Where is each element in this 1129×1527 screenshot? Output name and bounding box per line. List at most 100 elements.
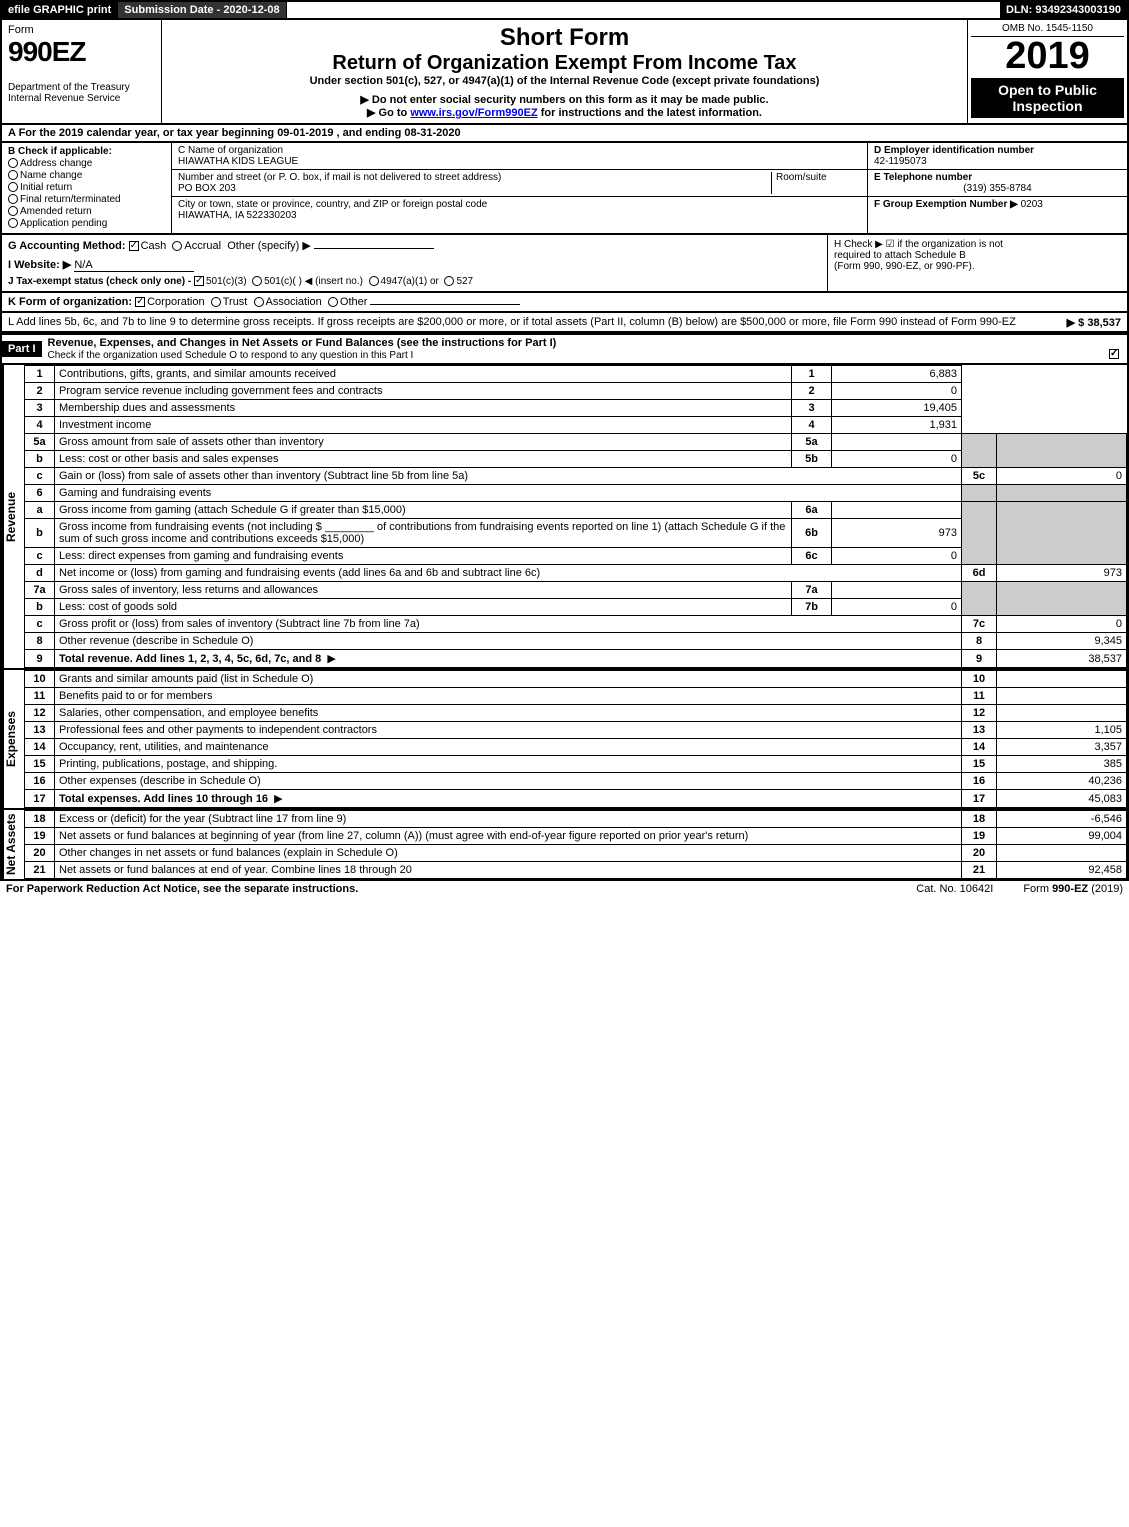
line-5a: 5aGross amount from sale of assets other… <box>25 434 1127 451</box>
line-9: 9Total revenue. Add lines 1, 2, 3, 4, 5c… <box>25 650 1127 668</box>
line-6d: dNet income or (loss) from gaming and fu… <box>25 565 1127 582</box>
other-label: Other (specify) ▶ <box>227 240 311 252</box>
chk-corporation[interactable] <box>135 297 145 307</box>
chk-final-return[interactable]: Final return/terminated <box>8 194 165 205</box>
spacer <box>287 2 1000 18</box>
l-text: L Add lines 5b, 6c, and 7b to line 9 to … <box>8 316 1016 328</box>
section-c-org-info: C Name of organization HIAWATHA KIDS LEA… <box>172 143 867 233</box>
form-header: Form 990EZ Department of the Treasury In… <box>0 20 1129 125</box>
f-group-label: F Group Exemption Number ▶ <box>874 199 1018 210</box>
form-id-block: Form 990EZ Department of the Treasury In… <box>2 20 162 123</box>
d-ein-value: 42-1195073 <box>874 156 1121 167</box>
accrual-label: Accrual <box>184 240 221 252</box>
cash-label: Cash <box>141 240 167 252</box>
line-5c: cGain or (loss) from sale of assets othe… <box>25 468 1127 485</box>
part-1-label: Part I <box>2 341 42 357</box>
chk-amended-return[interactable]: Amended return <box>8 206 165 217</box>
k-other: Other <box>340 296 368 308</box>
j-label: J Tax-exempt status (check only one) - <box>8 276 191 287</box>
net-assets-section: Net Assets 18Excess or (deficit) for the… <box>0 808 1129 881</box>
chk-name-change[interactable]: Name change <box>8 170 165 181</box>
irs-name: Internal Revenue Service <box>8 93 155 104</box>
expenses-side-label: Expenses <box>2 670 24 808</box>
line-6: 6Gaming and fundraising events <box>25 485 1127 502</box>
department: Department of the Treasury <box>8 82 155 93</box>
line-4: 4Investment income41,931 <box>25 417 1127 434</box>
org-name: HIAWATHA KIDS LEAGUE <box>178 156 861 167</box>
footer-cat: Cat. No. 10642I <box>916 883 993 895</box>
chk-schedule-o[interactable] <box>1109 349 1119 359</box>
irs-link[interactable]: www.irs.gov/Form990EZ <box>410 107 537 119</box>
g-accounting: G Accounting Method: Cash Accrual Other … <box>2 235 827 291</box>
chk-address-change[interactable]: Address change <box>8 158 165 169</box>
top-bar: efile GRAPHIC print Submission Date - 20… <box>0 0 1129 20</box>
city-value: HIAWATHA, IA 522330203 <box>178 210 861 221</box>
line-12: 12Salaries, other compensation, and empl… <box>25 705 1127 722</box>
footer-right: Form 990-EZ (2019) <box>1023 883 1123 895</box>
revenue-side-label: Revenue <box>2 365 24 668</box>
section-b-checkboxes: B Check if applicable: Address change Na… <box>2 143 172 233</box>
entity-info-grid: B Check if applicable: Address change Na… <box>0 143 1129 235</box>
room-suite-label: Room/suite <box>771 172 861 194</box>
line-13: 13Professional fees and other payments t… <box>25 722 1127 739</box>
net-assets-table: 18Excess or (deficit) for the year (Subt… <box>24 810 1127 879</box>
efile-badge: efile GRAPHIC print <box>2 2 118 18</box>
street-value: PO BOX 203 <box>178 183 771 194</box>
b-title: B Check if applicable: <box>8 146 165 157</box>
chk-cash[interactable] <box>129 241 139 251</box>
goto-pre: ▶ Go to <box>367 107 410 119</box>
chk-527[interactable] <box>444 276 454 286</box>
e-phone-value: (319) 355-8784 <box>874 183 1121 194</box>
chk-association[interactable] <box>254 297 264 307</box>
ssn-warning: ▶ Do not enter social security numbers o… <box>168 93 961 106</box>
line-21: 21Net assets or fund balances at end of … <box>25 862 1127 879</box>
line-a-tax-year: A For the 2019 calendar year, or tax yea… <box>0 125 1129 143</box>
c-name-label: C Name of organization <box>178 145 861 156</box>
under-section: Under section 501(c), 527, or 4947(a)(1)… <box>168 75 961 87</box>
line-5b: bLess: cost or other basis and sales exp… <box>25 451 1127 468</box>
return-title: Return of Organization Exempt From Incom… <box>168 52 961 75</box>
goto-line: ▶ Go to www.irs.gov/Form990EZ for instru… <box>168 106 961 119</box>
k-label: K Form of organization: <box>8 296 132 308</box>
line-17: 17Total expenses. Add lines 10 through 1… <box>25 790 1127 808</box>
chk-application-pending[interactable]: Application pending <box>8 218 165 229</box>
form-title-block: Short Form Return of Organization Exempt… <box>162 20 967 123</box>
line-2: 2Program service revenue including gover… <box>25 383 1127 400</box>
chk-other[interactable] <box>328 297 338 307</box>
dln-number: DLN: 93492343003190 <box>1000 2 1127 18</box>
part-1-title: Revenue, Expenses, and Changes in Net As… <box>48 337 557 349</box>
h-line2: required to attach Schedule B <box>834 250 1121 261</box>
line-19: 19Net assets or fund balances at beginni… <box>25 828 1127 845</box>
gh-row: G Accounting Method: Cash Accrual Other … <box>0 235 1129 293</box>
h-schedule-b: H Check ▶ ☑ if the organization is not r… <box>827 235 1127 291</box>
line-14: 14Occupancy, rent, utilities, and mainte… <box>25 739 1127 756</box>
chk-accrual[interactable] <box>172 241 182 251</box>
goto-post: for instructions and the latest informat… <box>541 107 762 119</box>
k-assoc: Association <box>266 296 322 308</box>
chk-trust[interactable] <box>211 297 221 307</box>
line-6a: aGross income from gaming (attach Schedu… <box>25 502 1127 519</box>
j-4947: 4947(a)(1) or <box>381 276 439 287</box>
line-8: 8Other revenue (describe in Schedule O)8… <box>25 633 1127 650</box>
footer-left: For Paperwork Reduction Act Notice, see … <box>6 883 886 895</box>
form-word: Form <box>8 24 155 36</box>
line-15: 15Printing, publications, postage, and s… <box>25 756 1127 773</box>
k-trust: Trust <box>223 296 248 308</box>
f-group-value: 0203 <box>1021 199 1043 210</box>
tax-year-large: 2019 <box>971 37 1124 75</box>
line-6c: cLess: direct expenses from gaming and f… <box>25 548 1127 565</box>
chk-4947[interactable] <box>369 276 379 286</box>
chk-501c3[interactable] <box>194 276 204 286</box>
net-assets-side-label: Net Assets <box>2 810 24 879</box>
line-1: 1Contributions, gifts, grants, and simil… <box>25 366 1127 383</box>
part-1-check: Check if the organization used Schedule … <box>48 350 414 361</box>
submission-date: Submission Date - 2020-12-08 <box>118 2 286 18</box>
chk-initial-return[interactable]: Initial return <box>8 182 165 193</box>
h-line1: H Check ▶ ☑ if the organization is not <box>834 239 1121 250</box>
chk-501c[interactable] <box>252 276 262 286</box>
revenue-section: Revenue 1Contributions, gifts, grants, a… <box>0 365 1129 668</box>
g-label: G Accounting Method: <box>8 240 126 252</box>
short-form-title: Short Form <box>168 24 961 52</box>
j-501c3: 501(c)(3) <box>206 276 247 287</box>
line-16: 16Other expenses (describe in Schedule O… <box>25 773 1127 790</box>
